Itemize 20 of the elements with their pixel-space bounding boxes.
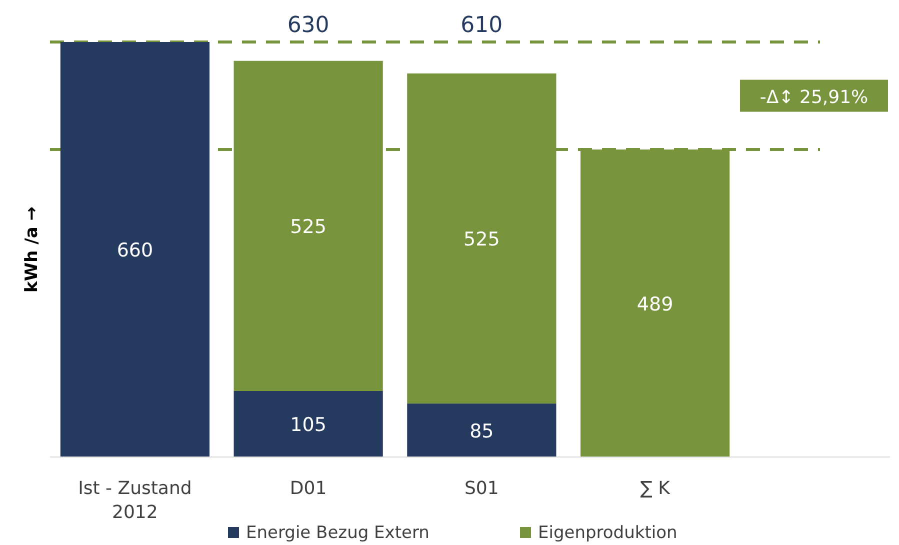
bar <box>407 404 556 457</box>
total-label: 630 <box>287 13 330 38</box>
bar <box>234 60 383 391</box>
bar <box>234 390 383 457</box>
annotation: -Δ↕ 25,91% <box>760 86 868 108</box>
x-tick-label: D01 <box>290 478 327 499</box>
data-label: 525 <box>464 228 500 250</box>
data-label: 525 <box>290 216 326 238</box>
x-tick-label: ∑ K <box>640 478 672 499</box>
legend-label: Eigenproduktion <box>538 523 678 543</box>
legend-label: Energie Bezug Extern <box>246 523 430 543</box>
y-axis-title: kWh /a → <box>22 206 42 292</box>
bar <box>60 42 210 457</box>
data-label: 660 <box>116 240 154 262</box>
data-label: 105 <box>290 414 326 436</box>
total-label: 610 <box>460 13 503 38</box>
data-label: 85 <box>470 420 494 442</box>
x-tick-label: S01 <box>464 478 499 499</box>
x-tick-label: Ist - Zustand 2012 <box>78 478 192 523</box>
data-label: 489 <box>636 293 674 316</box>
